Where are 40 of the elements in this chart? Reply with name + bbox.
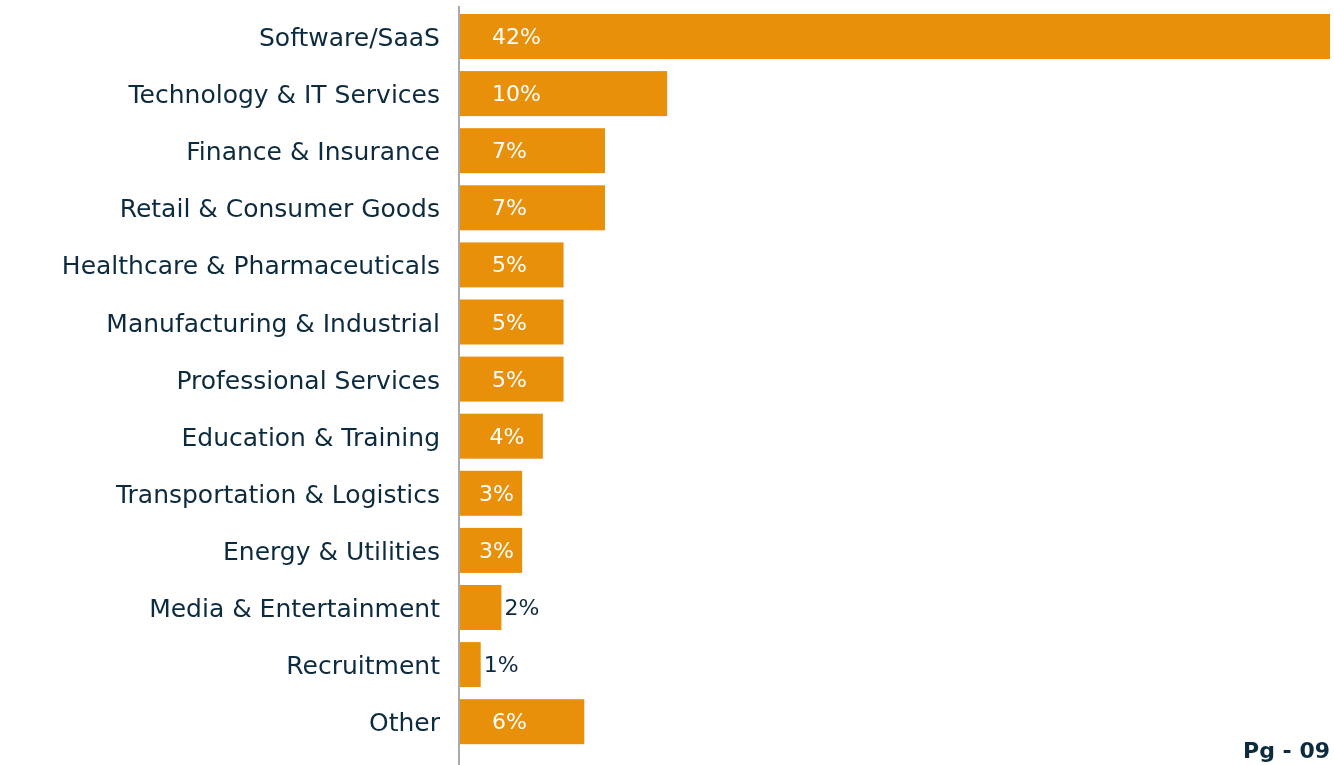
y-tick-label: Technology & IT Services xyxy=(127,80,440,110)
data-label: 3% xyxy=(479,480,514,506)
y-tick-label: Other xyxy=(369,708,441,738)
y-tick-label: Education & Training xyxy=(181,422,440,452)
data-label: 10% xyxy=(492,81,541,107)
data-label: 3% xyxy=(479,537,514,563)
data-label: 6% xyxy=(492,709,527,735)
y-tick-label: Recruitment xyxy=(286,651,441,681)
bar xyxy=(460,470,523,516)
bar xyxy=(460,128,605,174)
data-label: 2% xyxy=(504,595,540,620)
y-tick-label: Manufacturing & Industrial xyxy=(106,308,440,338)
data-label: 7% xyxy=(492,138,527,164)
bar xyxy=(460,699,585,745)
data-label: 42% xyxy=(492,24,541,49)
bar xyxy=(460,242,564,288)
y-tick-label: Software/SaaS xyxy=(258,23,440,52)
y-tick-label: Professional Services xyxy=(176,365,440,395)
bar xyxy=(460,527,523,573)
bar xyxy=(460,14,1330,59)
y-tick-label: Retail & Consumer Goods xyxy=(119,194,440,224)
y-tick-label: Healthcare & Pharmaceuticals xyxy=(61,251,440,281)
bar xyxy=(460,356,564,402)
bar xyxy=(460,299,564,345)
bar xyxy=(460,585,502,630)
bar xyxy=(460,71,668,117)
data-label: 7% xyxy=(492,195,527,221)
bar xyxy=(460,185,605,231)
data-label: 5% xyxy=(492,309,527,335)
data-label: 1% xyxy=(483,652,519,678)
y-tick-label: Media & Entertainment xyxy=(149,594,441,623)
y-tick-label: Energy & Utilities xyxy=(222,536,440,566)
bar xyxy=(460,413,543,459)
y-tick-label: Finance & Insurance xyxy=(186,137,440,167)
data-label: 5% xyxy=(492,366,527,392)
y-tick-label: Transportation & Logistics xyxy=(114,479,440,509)
data-label: 5% xyxy=(492,252,527,278)
bar xyxy=(460,642,481,688)
data-label: 4% xyxy=(489,423,525,449)
annotation: Pg - 09 xyxy=(1243,738,1330,763)
